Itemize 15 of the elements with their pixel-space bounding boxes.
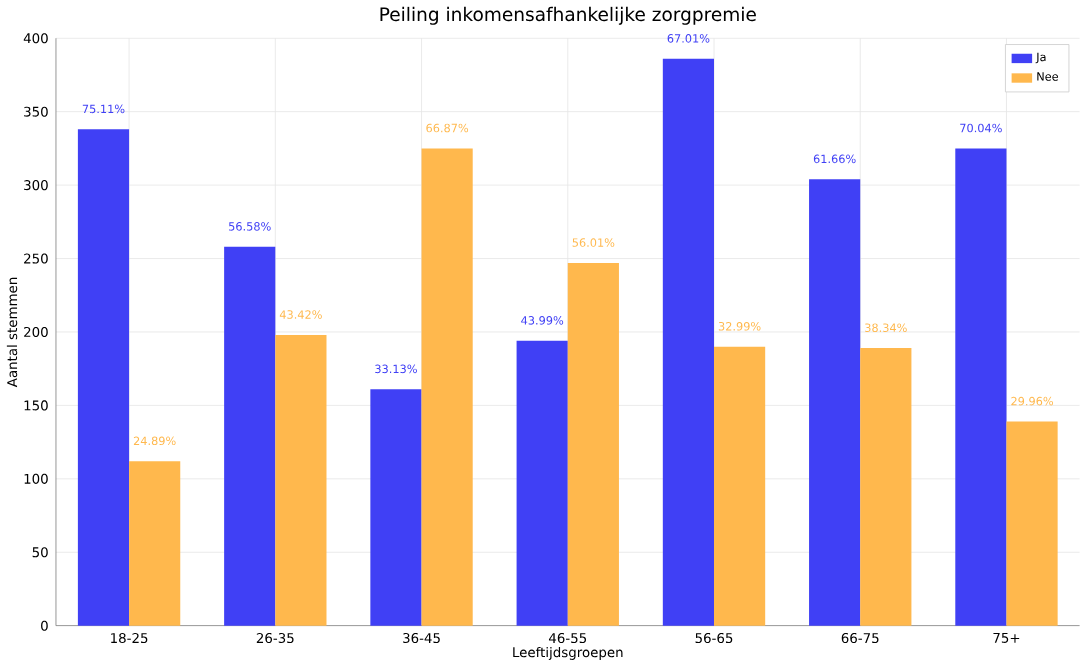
bar: [77, 128, 130, 626]
bar: [516, 340, 568, 626]
bar: [421, 148, 473, 626]
bar: [955, 148, 1007, 626]
bar: [129, 460, 181, 626]
bar: [860, 347, 912, 626]
bar: [662, 58, 714, 626]
bar: [714, 346, 766, 626]
chart-title: Peiling inkomensafhankelijke zorgpremie: [380, 6, 756, 25]
bar: [1006, 421, 1058, 626]
bar: [809, 178, 861, 626]
bar: [275, 334, 327, 626]
bar: [567, 262, 619, 626]
bar: [224, 246, 276, 626]
bar: [370, 388, 422, 626]
